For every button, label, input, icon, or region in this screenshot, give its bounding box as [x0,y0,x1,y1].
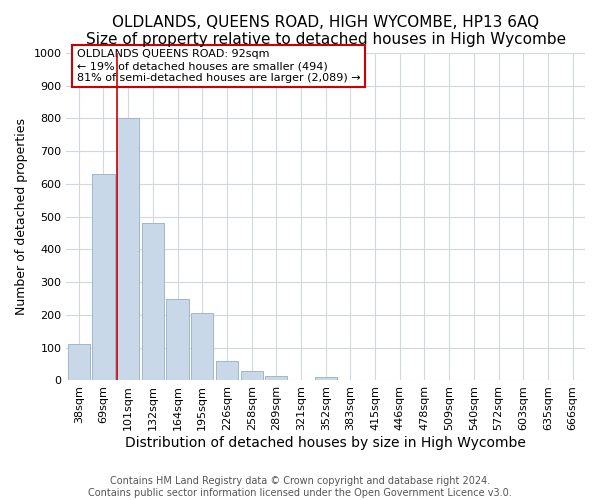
Bar [142,223,164,380]
Title: OLDLANDS, QUEENS ROAD, HIGH WYCOMBE, HP13 6AQ
Size of property relative to detac: OLDLANDS, QUEENS ROAD, HIGH WYCOMBE, HP1… [86,15,566,48]
X-axis label: Distribution of detached houses by size in High Wycombe: Distribution of detached houses by size … [125,436,526,450]
Bar [166,298,188,380]
Y-axis label: Number of detached properties: Number of detached properties [15,118,28,315]
Bar [265,376,287,380]
Bar [92,174,115,380]
Bar [241,370,263,380]
Bar [216,361,238,380]
Bar [117,118,139,380]
Bar [191,314,214,380]
Text: OLDLANDS QUEENS ROAD: 92sqm
← 19% of detached houses are smaller (494)
81% of se: OLDLANDS QUEENS ROAD: 92sqm ← 19% of det… [77,50,361,82]
Bar [68,344,90,380]
Bar [314,377,337,380]
Text: Contains HM Land Registry data © Crown copyright and database right 2024.
Contai: Contains HM Land Registry data © Crown c… [88,476,512,498]
